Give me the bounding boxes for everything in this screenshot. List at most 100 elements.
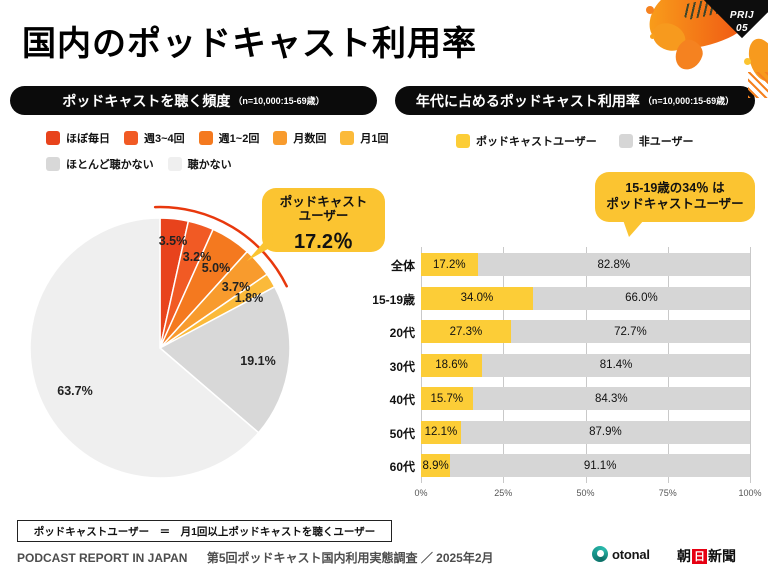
pie-slice	[158, 285, 291, 434]
legend-label: 月1回	[360, 133, 389, 145]
pie-value-label: 5.0%	[202, 261, 231, 275]
definition-note: ポッドキャストユーザー ＝ 月1回以上ポッドキャストを聴くユーザー	[17, 520, 392, 542]
pie-value-label: 3.5%	[159, 234, 188, 248]
x-axis-tick-label: 75%	[658, 488, 677, 498]
page-number-badge-text: PRIJ 05	[714, 10, 768, 35]
y-axis-category-label: 全体	[390, 259, 415, 273]
badge-series: PRIJ	[729, 10, 755, 21]
nonuser-bar-segment: 72.7%	[510, 320, 750, 343]
nonuser-bar-segment: 82.8%	[477, 253, 750, 276]
y-axis-category-label: 40代	[389, 393, 415, 407]
legend-swatch	[46, 131, 60, 145]
x-axis-tick-label: 100%	[738, 488, 762, 498]
asahi-logo-chars: 新聞	[708, 548, 736, 564]
y-axis-category-label: 50代	[389, 426, 415, 441]
y-axis-category-label: 20代	[389, 326, 415, 340]
nonuser-bar-segment: 66.0%	[532, 286, 750, 310]
left-section-header: ポッドキャストを聴く頻度 （n=10,000:15-69歳）	[10, 86, 377, 115]
bar-value-label: 66.0%	[625, 292, 658, 304]
bar-value-label: 82.8%	[597, 258, 631, 271]
y-axis-category-label: 15-19歳	[372, 292, 415, 307]
podcast-user-callout: ポッドキャスト ユーザー 17.2％	[247, 188, 385, 261]
legend-item: 月数回	[273, 130, 326, 146]
left-section-title: ポッドキャストを聴く頻度	[62, 92, 231, 109]
orange-dot	[646, 6, 654, 14]
bar-row: 17.2% 82.8%	[421, 253, 750, 276]
nonuser-bar-segment: 91.1%	[450, 454, 750, 477]
right-section-sample-note: （n=10,000:15-69歳）	[642, 96, 735, 106]
pie-value-label: 1.8%	[235, 291, 264, 305]
gridline	[750, 247, 751, 483]
bar-value-label: 87.9%	[589, 426, 622, 438]
pie-value-label: 19.1%	[240, 354, 275, 368]
pie-slice	[29, 217, 260, 479]
footer-source: PODCAST REPORT IN JAPAN 第5回ポッドキャスト国内利用実態…	[17, 549, 494, 566]
right-section-title: 年代に占めるポッドキャスト利用率	[415, 92, 640, 109]
pie-value-label: 3.2%	[183, 250, 212, 264]
legend-item: 月1回	[340, 130, 388, 146]
bar-row: 8.9% 91.1%	[421, 454, 750, 477]
x-axis-tick-label: 50%	[576, 488, 595, 498]
legend-swatch	[273, 131, 288, 145]
legend-label: ほぼ毎日	[66, 133, 110, 145]
legend-item: ポッドキャストユーザー	[456, 133, 597, 149]
callout-line: ポッドキャスト	[279, 195, 368, 209]
user-bar-segment: 12.1%	[421, 420, 461, 444]
legend-item: ほぼ毎日	[46, 130, 110, 146]
usage-bar-chart: 0% 25% 50% 75% 100% 全体 17.2% 82.8% 15-19歳 34.0% 66…	[372, 247, 762, 498]
callout-line: ポッドキャストユーザー	[606, 197, 744, 212]
otonal-logo-text: otonal	[612, 546, 650, 562]
left-section-sample-note: （n=10,000:15-69歳）	[233, 96, 325, 106]
pie-value-label: 3.7%	[222, 280, 251, 294]
legend-item: 週1~2回	[198, 130, 259, 146]
legend-swatch	[198, 131, 213, 145]
hatch-pattern	[748, 72, 768, 98]
frequency-legend-row-2: ほとんど聴かない 聴かない	[46, 156, 232, 172]
podcast-user-highlight-arc	[153, 205, 288, 288]
bar-value-label: 27.3%	[449, 325, 483, 338]
callout-line: 15-19歳の34％ は	[625, 181, 725, 195]
callout-line: ユーザー	[298, 209, 349, 224]
page-title: 国内のポッドキャスト利用率	[22, 25, 477, 63]
yellow-dot	[744, 58, 751, 65]
bar-value-label: 81.4%	[599, 359, 633, 371]
usage-legend: ポッドキャストユーザー 非ユーザー	[456, 133, 694, 149]
pie-value-label: 63.7%	[57, 384, 92, 398]
frequency-legend-row-1: ほぼ毎日 週3~4回 週1~2回 月数回 月1回	[46, 130, 388, 146]
nonuser-bar-segment: 84.3%	[472, 387, 750, 410]
legend-label: ほとんど聴かない	[66, 159, 154, 171]
legend-label: ポッドキャストユーザー	[476, 136, 597, 148]
bar-row: 27.3% 72.7%	[421, 320, 750, 343]
bar-value-label: 18.6%	[435, 359, 468, 371]
bar-row: 12.1% 87.9%	[421, 420, 750, 444]
survey-name: 第5回ポッドキャスト国内利用実態調査 ／ 2025年2月	[206, 551, 494, 565]
user-bar-segment: 8.9%	[421, 454, 451, 477]
bar-value-label: 12.1%	[424, 426, 458, 438]
callout-tail	[247, 233, 273, 261]
legend-label: 聴かない	[187, 159, 232, 171]
callout-value: 17.2％	[294, 230, 353, 253]
legend-item: ほとんど聴かない	[46, 156, 154, 172]
legend-swatch	[456, 134, 470, 148]
user-bar-segment: 17.2%	[421, 253, 478, 276]
legend-item: 非ユーザー	[618, 133, 694, 149]
orange-dot	[650, 34, 655, 39]
x-axis-tick-label: 0%	[414, 488, 428, 498]
legend-swatch	[124, 131, 138, 145]
legend-swatch	[618, 134, 633, 148]
frequency-pie-chart: 3.5% 3.2% 5.0% 3.7% 1.8% 19.1% 63.7%	[10, 198, 310, 498]
callout-tail	[623, 220, 644, 237]
legend-swatch	[46, 157, 60, 171]
nonuser-bar-segment: 87.9%	[460, 420, 750, 444]
legend-item: 聴かない	[167, 156, 232, 172]
bar-row: 18.6% 81.4%	[421, 353, 750, 377]
right-section-header: 年代に占めるポッドキャスト利用率 （n=10,000:15-69歳）	[395, 86, 755, 115]
x-axis-tick-label: 25%	[494, 488, 513, 498]
bar-value-label: 17.2%	[432, 258, 466, 271]
otonal-logo-icon	[592, 546, 608, 562]
teen-usage-callout: 15-19歳の34％ は ポッドキャストユーザー	[595, 172, 755, 237]
asahi-logo-red-char: 日	[692, 548, 707, 564]
report-name: PODCAST REPORT IN JAPAN	[17, 551, 188, 565]
user-bar-segment: 15.7%	[421, 387, 473, 410]
bar-value-label: 91.1%	[583, 459, 617, 472]
